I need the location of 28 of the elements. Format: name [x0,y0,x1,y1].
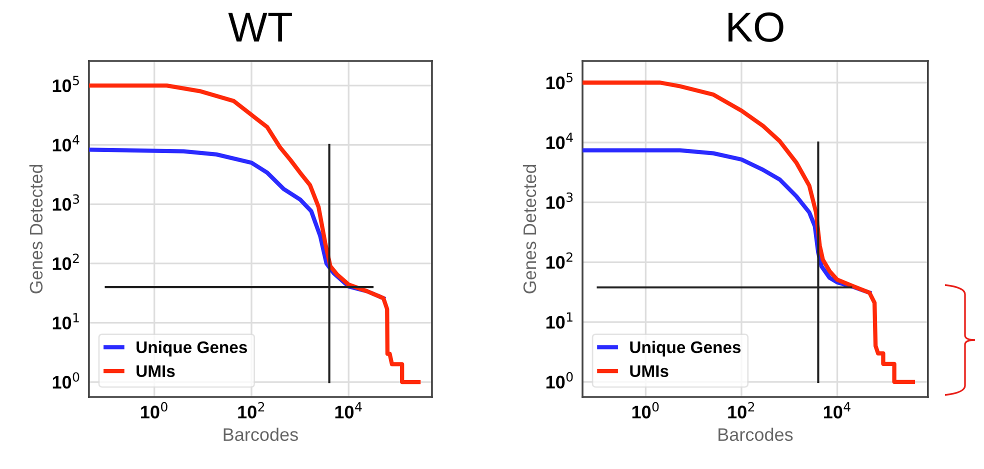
y-tick-label: 10$^{0}$ [546,372,573,389]
y-tick-label: 10$^{3}$ [546,192,573,209]
x-axis-title: Barcodes [718,428,793,441]
x-tick-label: 10$^{4}$ [824,402,850,418]
x-tick-label: 10$^{0}$ [141,402,168,418]
x-tick-label: 10$^{2}$ [728,402,754,418]
legend-label: Unique Genes [136,340,247,356]
y-tick-label: 10$^{2}$ [52,254,79,270]
y-tick-label: 10$^{5}$ [52,76,79,92]
chart-title: WT [228,12,292,42]
y-tick-label: 10$^{4}$ [546,132,573,150]
y-tick-label: 10$^{4}$ [52,135,80,152]
y-tick-label: 10$^{1}$ [546,312,572,329]
x-axis-title: Barcodes [224,428,298,441]
y-axis-title: Genes Detected [522,164,536,294]
legend-label: UMIs [630,365,668,378]
y-tick-label: 10$^{5}$ [546,72,572,90]
y-tick-label: 10$^{3}$ [52,194,80,211]
x-tick-label: 10$^{2}$ [238,402,264,418]
x-tick-label: 10$^{4}$ [335,402,362,418]
x-tick-label: 10$^{0}$ [632,402,659,418]
legend-label: Unique Genes [630,340,741,356]
chart-title: KO [728,12,784,42]
legend-label: UMIs [136,365,175,378]
y-tick-label: 10$^{0}$ [52,372,80,389]
y-tick-label: 10$^{2}$ [546,252,572,269]
y-tick-label: 10$^{1}$ [52,313,79,330]
y-axis-title: Genes Detected [29,164,43,294]
